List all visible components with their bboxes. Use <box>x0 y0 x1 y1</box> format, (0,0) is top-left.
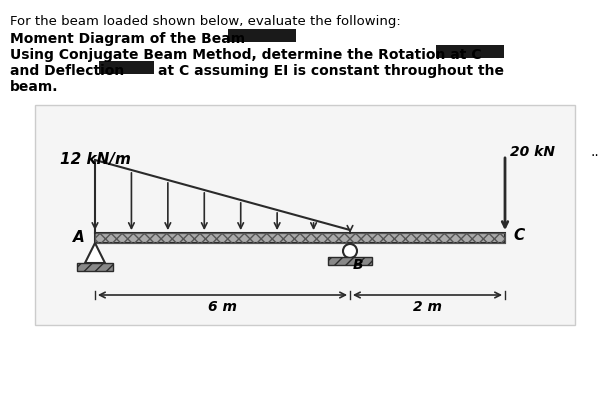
Text: beam.: beam. <box>10 80 59 94</box>
FancyBboxPatch shape <box>228 29 296 42</box>
FancyBboxPatch shape <box>99 61 154 74</box>
Text: Moment Diagram of the Beam: Moment Diagram of the Beam <box>10 32 245 46</box>
Text: 2 m: 2 m <box>413 300 442 314</box>
Text: ...: ... <box>590 145 600 159</box>
FancyBboxPatch shape <box>95 233 505 243</box>
Circle shape <box>343 244 357 258</box>
Text: 20 kN: 20 kN <box>510 145 555 159</box>
Text: For the beam loaded shown below, evaluate the following:: For the beam loaded shown below, evaluat… <box>10 15 401 28</box>
Polygon shape <box>85 243 105 263</box>
Text: at C assuming EI is constant throughout the: at C assuming EI is constant throughout … <box>158 64 504 78</box>
FancyBboxPatch shape <box>328 257 372 265</box>
FancyBboxPatch shape <box>35 105 575 325</box>
FancyBboxPatch shape <box>436 45 504 58</box>
FancyBboxPatch shape <box>77 263 113 271</box>
Text: B: B <box>353 258 364 272</box>
Text: A: A <box>73 230 85 246</box>
Text: 12 kN/m: 12 kN/m <box>60 152 131 167</box>
Text: and Deflection: and Deflection <box>10 64 124 78</box>
Text: Using Conjugate Beam Method, determine the Rotation at C: Using Conjugate Beam Method, determine t… <box>10 48 482 62</box>
Text: 6 m: 6 m <box>208 300 237 314</box>
Text: C: C <box>513 228 524 244</box>
